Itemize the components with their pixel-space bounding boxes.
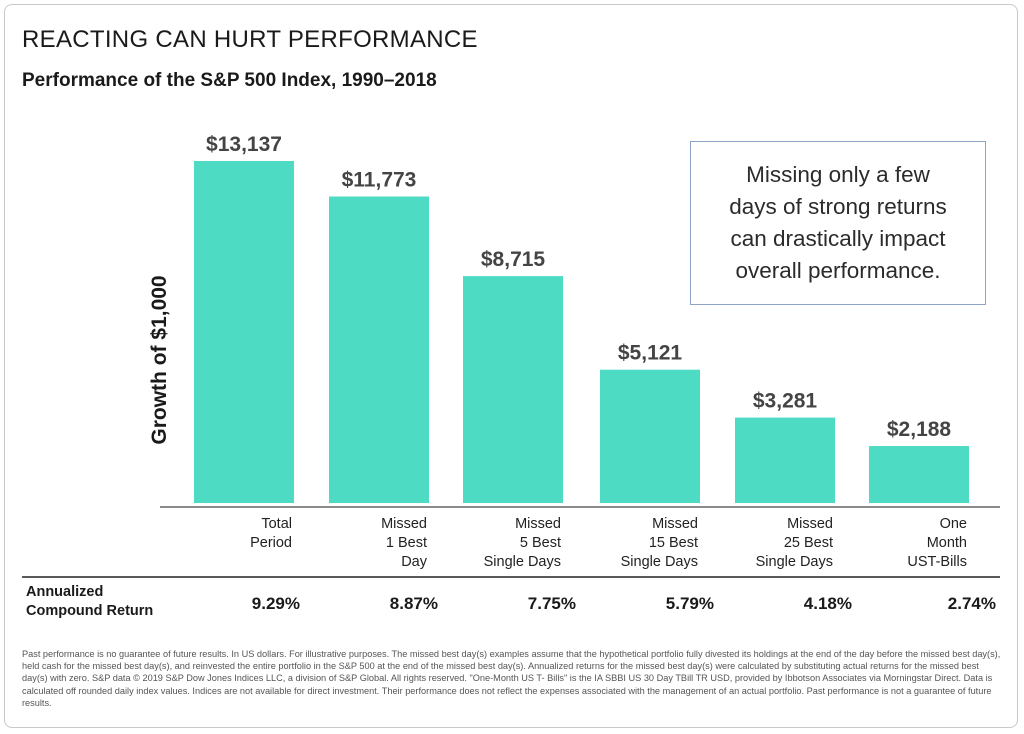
category-label: 1 Best [386,535,427,551]
bar-value-label: $5,121 [618,342,683,365]
return-value-missed-25: 4.18% [803,594,852,613]
category-label: Missed [652,516,698,532]
category-label: 25 Best [784,535,833,551]
bar-value-label: $11,773 [342,169,417,192]
category-label: Missed [787,516,833,532]
return-value-tbills: 2.74% [947,594,996,613]
callout-line: overall performance. [735,258,941,283]
callout-line: days of strong returns [729,194,947,219]
category-labels-group: Total Period Missed 1 Best Day Missed 5 Best Si… [250,516,967,570]
bar [194,161,294,503]
category-label: Missed [381,516,427,532]
category-label: Single Days [484,554,561,570]
chart-frame [4,4,1018,728]
category-label: 15 Best [649,535,698,551]
footnote: Past performance is no guarantee of futu… [22,649,1001,708]
bar-value-label: $2,188 [887,418,952,441]
bar [869,446,969,503]
annualized-return-header-line1: Annualized [26,584,104,600]
category-label: Period [250,535,292,551]
category-label: One [940,516,967,532]
category-label: Day [401,554,428,570]
callout-line: Missing only a few [746,162,930,187]
bar [600,369,700,503]
bar [463,276,563,503]
bar-value-label: $8,715 [481,248,546,271]
bar-value-label: $13,137 [206,133,282,156]
return-value-missed-5: 7.75% [527,594,576,613]
chart-subtitle: Performance of the S&P 500 Index, 1990–2… [22,70,437,91]
category-label: Total [261,516,292,532]
bar [329,196,429,504]
bars-group [194,161,969,504]
bar-value-label: $3,281 [753,390,818,413]
callout-box: Missing only a few days of strong return… [690,141,986,305]
return-value-missed-1: 8.87% [389,594,438,613]
return-value-total-period: 9.29% [251,594,300,613]
category-label: UST-Bills [907,554,967,570]
annualized-return-header: Annualized Compound Return [26,583,153,621]
y-axis-label: Growth of $1,000 [148,275,171,444]
page-title: REACTING CAN HURT PERFORMANCE [22,26,478,53]
callout-line: can drastically impact [730,226,946,251]
category-label: Missed [515,516,561,532]
category-label: 5 Best [520,535,561,551]
category-label: Single Days [756,554,833,570]
category-label: Month [927,535,967,551]
callout-text: Missing only a few days of strong return… [729,159,947,287]
return-value-missed-15: 5.79% [665,594,714,613]
category-label: Single Days [621,554,698,570]
annualized-return-header-line2: Compound Return [26,603,154,619]
value-labels-group: $13,137 $11,773 $8,715 $5,121 $3,281 $2,188 [206,133,951,441]
bar [735,417,835,503]
